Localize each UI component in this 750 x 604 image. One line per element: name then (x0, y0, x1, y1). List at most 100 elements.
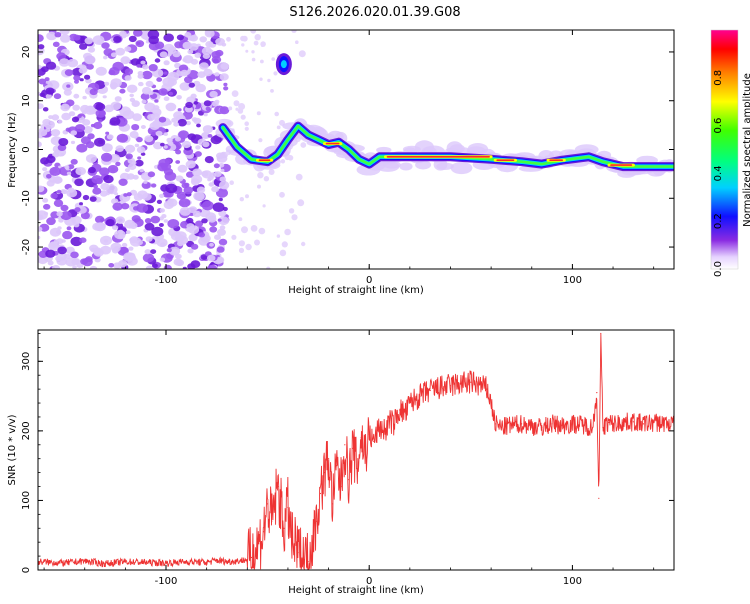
noise-cell (231, 234, 237, 240)
snr-trace (38, 333, 674, 570)
colorbar-frame (710, 29, 739, 270)
noise-cell (144, 135, 154, 143)
noise-cell (66, 226, 72, 231)
noise-cell (86, 63, 94, 70)
noise-cell (61, 112, 71, 121)
noise-cell (187, 263, 196, 269)
noise-cell (38, 78, 47, 85)
noise-cell (38, 129, 48, 137)
noise-cell (58, 138, 69, 146)
noise-cell (89, 88, 98, 96)
noise-cell (73, 34, 81, 41)
noise-cell (70, 251, 79, 259)
snr-point (405, 412, 407, 415)
noise-cell (183, 186, 194, 195)
snr-point (246, 559, 248, 561)
snr-point (600, 332, 602, 335)
noise-cell (110, 78, 122, 88)
noise-cell (175, 175, 184, 182)
noise-cell (101, 42, 110, 49)
noise-cell (71, 215, 82, 225)
noise-cell (71, 116, 80, 123)
x-tick-label: 100 (563, 275, 582, 286)
noise-cell (46, 217, 56, 226)
noise-cell (287, 155, 294, 161)
noise-cell (151, 183, 157, 188)
noise-cell (125, 144, 136, 153)
noise-cell (52, 265, 60, 269)
noise-cell (48, 241, 60, 251)
noise-cell (163, 96, 170, 101)
noise-cell (60, 189, 67, 194)
noise-cell (38, 34, 44, 42)
noise-cell (163, 264, 172, 269)
noise-cell (220, 168, 225, 173)
snr-point (480, 385, 482, 387)
snr-point (277, 485, 279, 488)
snr-point (592, 426, 594, 428)
noise-cell (95, 103, 106, 111)
noise-cell (45, 87, 55, 95)
snr-point (216, 559, 218, 561)
noise-cell (112, 225, 119, 231)
noise-cell (156, 238, 168, 248)
snr-point (372, 440, 374, 442)
noise-cell (72, 104, 80, 111)
noise-cell (42, 198, 49, 203)
snr-point (344, 444, 346, 446)
noise-cell (188, 233, 198, 242)
snr-point (531, 425, 533, 427)
colorbar-tick-label: 0.4 (713, 165, 724, 181)
noise-cell (52, 41, 60, 47)
snr-point (419, 395, 421, 397)
noise-cell (218, 163, 225, 168)
noise-cell (201, 132, 210, 139)
noise-cell (260, 59, 264, 64)
noise-cell (70, 236, 83, 247)
snr-point (378, 426, 380, 428)
noise-cell (201, 200, 214, 211)
noise-cell (143, 180, 148, 184)
noise-cell (178, 130, 189, 139)
noise-cell (135, 159, 144, 167)
noise-cell (169, 46, 175, 51)
noise-cell (151, 226, 164, 237)
noise-cell (48, 115, 54, 120)
noise-cell (159, 51, 168, 58)
noise-cell (190, 58, 199, 65)
noise-cell (164, 171, 177, 181)
noise-cell (80, 104, 90, 113)
noise-cell (221, 42, 227, 47)
noise-cell (52, 151, 60, 158)
snr-point (598, 497, 600, 499)
y-tick-label: 20 (21, 46, 32, 59)
noise-cell (156, 77, 163, 82)
snr-point (336, 465, 338, 467)
noise-cell (154, 41, 165, 50)
noise-cell (53, 93, 62, 100)
noise-cell (207, 134, 213, 138)
noise-cell (177, 118, 187, 127)
noise-cell (57, 119, 63, 124)
noise-cell (211, 101, 219, 107)
snr-point (185, 561, 187, 563)
snr-axes: -100 0 100 0 100 200 300 (21, 330, 674, 587)
noise-cell (205, 41, 214, 48)
noise-cell (79, 237, 87, 243)
noise-cell (101, 143, 113, 153)
snr-point (319, 492, 321, 495)
noise-cell (38, 235, 41, 240)
snr-point (429, 389, 431, 392)
snr-point (206, 561, 208, 563)
noise-cell (279, 249, 287, 257)
noise-cell (229, 180, 234, 185)
noise-cell (111, 247, 119, 254)
noise-cell (82, 194, 90, 201)
noise-cell (99, 190, 108, 197)
snr-ylabel: SNR (10 * v/v) (7, 414, 18, 485)
noise-cell (78, 67, 87, 74)
noise-cell (217, 218, 222, 222)
noise-cell (295, 40, 299, 44)
noise-cell (141, 99, 147, 104)
colorbar-gradient (711, 30, 738, 269)
